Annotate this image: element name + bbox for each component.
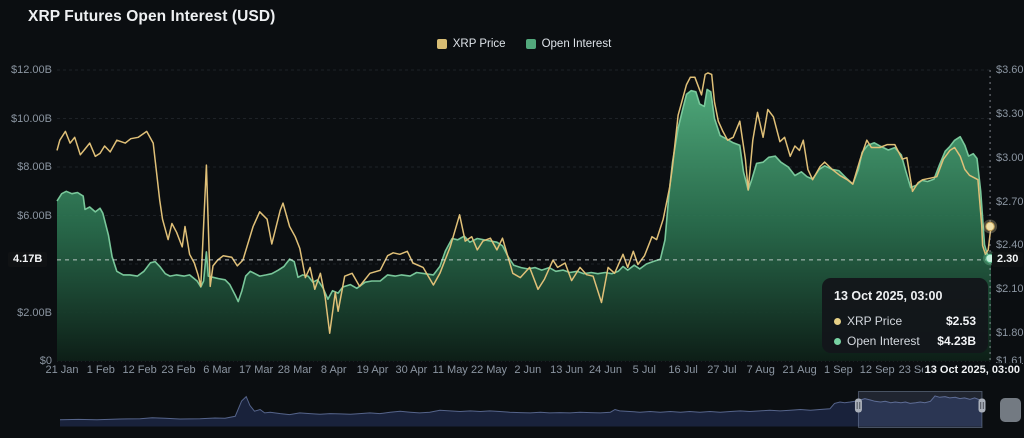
x-axis-tick: 1 Sep xyxy=(824,364,853,376)
tooltip: 13 Oct 2025, 03:00 XRP Price $2.53 Open … xyxy=(822,278,988,353)
xrp-price-swatch-icon xyxy=(436,39,447,49)
x-axis-tick: 21 Aug xyxy=(782,364,817,376)
navigator-corner-handle[interactable] xyxy=(1000,398,1021,422)
left-axis-tick: $12.00B xyxy=(11,64,52,76)
tooltip-value-open-interest: $4.23B xyxy=(937,334,976,348)
x-axis-tick: 12 Sep xyxy=(859,364,895,376)
tooltip-value-xrp-price: $2.53 xyxy=(945,314,976,328)
x-axis-tick: 23 Feb xyxy=(161,364,196,376)
x-axis-tick: 8 Apr xyxy=(320,364,347,376)
tooltip-date: 13 Oct 2025, 03:00 xyxy=(834,289,943,303)
right-axis-current-badge: 2.30 xyxy=(992,252,1024,267)
navigator-selection[interactable] xyxy=(857,391,983,428)
tooltip-row-xrp-price: XRP Price $2.53 xyxy=(834,311,976,331)
left-axis-tick: $2.00B xyxy=(17,306,52,319)
left-axis-tick: $0 xyxy=(39,355,52,367)
x-axis-tick: 5 Jul xyxy=(632,364,656,376)
x-axis-tick: 21 Jan xyxy=(45,364,79,376)
tooltip-label-open-interest: Open Interest xyxy=(847,334,920,348)
chart-title: XRP Futures Open Interest (USD) xyxy=(28,8,276,25)
x-axis-tick: 24 Jun xyxy=(588,364,622,376)
right-axis-tick: $3.30 xyxy=(996,107,1024,120)
x-axis-tick: 17 Mar xyxy=(238,364,274,376)
xrp-price-dot-icon xyxy=(834,317,841,325)
right-axis-tick: $3.60 xyxy=(996,64,1024,76)
left-axis-tick: $8.00B xyxy=(17,161,52,173)
left-axis-tick: $10.00B xyxy=(11,112,52,125)
x-axis-tick: 11 May xyxy=(432,364,468,376)
left-axis-tick: $6.00B xyxy=(17,209,52,222)
open-interest-swatch-icon xyxy=(525,39,536,49)
x-axis-tick: 6 Mar xyxy=(203,364,232,376)
open-interest-dot-icon xyxy=(834,337,841,345)
x-axis-tick: 27 Jul xyxy=(707,364,737,376)
navigator-area xyxy=(60,395,982,427)
tooltip-label-xrp-price: XRP Price xyxy=(847,314,903,328)
navigator-handle-right[interactable] xyxy=(978,398,986,413)
right-axis-tick: $2.40 xyxy=(996,239,1024,252)
legend-label-xrp-price: XRP Price xyxy=(452,38,506,50)
right-axis-tick: $2.10 xyxy=(996,283,1024,296)
navigator-handle-left[interactable] xyxy=(854,398,862,413)
x-axis-tick: 30 Apr xyxy=(395,364,428,376)
crosshair-date-label: 13 Oct 2025, 03:00 xyxy=(922,363,1022,377)
right-axis-tick: $3.00 xyxy=(996,151,1024,164)
legend-label-open-interest: Open Interest xyxy=(541,38,612,50)
legend-item-xrp-price[interactable]: XRP Price xyxy=(436,38,506,50)
x-axis-tick: 22 May xyxy=(470,364,508,376)
x-axis-tick: 16 Jul xyxy=(668,364,698,376)
open-interest-area xyxy=(57,89,991,362)
left-axis-current-badge: 4.17B xyxy=(8,252,48,267)
legend-item-open-interest[interactable]: Open Interest xyxy=(525,38,612,50)
xrp-price-marker xyxy=(983,219,998,234)
x-axis-tick: 19 Apr xyxy=(356,364,389,376)
x-axis-tick: 12 Feb xyxy=(122,364,157,376)
x-axis-tick: 13 Jun xyxy=(550,364,584,376)
x-axis-tick: 7 Aug xyxy=(746,364,775,376)
x-axis-tick: 1 Feb xyxy=(86,364,115,376)
navigator-line xyxy=(59,395,983,421)
xrp-price-line xyxy=(56,72,992,334)
x-axis-tick: 2 Jun xyxy=(514,364,542,376)
legend: XRP Price Open Interest xyxy=(0,38,1024,50)
right-axis-tick: $1.80 xyxy=(996,327,1024,340)
right-axis-tick: $2.70 xyxy=(996,195,1024,208)
tooltip-row-open-interest: Open Interest $4.23B xyxy=(834,331,976,351)
x-axis-tick: 28 Mar xyxy=(277,364,313,376)
